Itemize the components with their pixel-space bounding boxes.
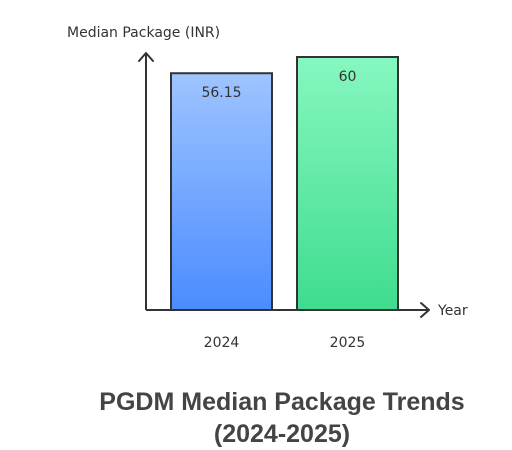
x-tick-label-2025: 2025 bbox=[330, 335, 366, 351]
bars bbox=[170, 56, 399, 312]
labels: 56.15 2024 60 2025 bbox=[201, 69, 365, 351]
chart-title-line-2: (2024-2025) bbox=[213, 420, 351, 448]
bar-2024 bbox=[170, 72, 273, 312]
bar-2025 bbox=[296, 56, 399, 311]
y-axis-arrow-icon bbox=[138, 52, 154, 62]
bar-value-label-2025: 60 bbox=[339, 69, 357, 85]
x-tick-label-2024: 2024 bbox=[204, 335, 240, 351]
bar-value-label-2024: 56.15 bbox=[201, 85, 241, 101]
y-axis-label: Median Package (INR) bbox=[67, 25, 220, 41]
chart-title-line-1: PGDM Median Package Trends bbox=[99, 388, 465, 416]
x-axis-arrow-icon bbox=[420, 302, 430, 318]
x-axis-label: Year bbox=[437, 303, 468, 319]
